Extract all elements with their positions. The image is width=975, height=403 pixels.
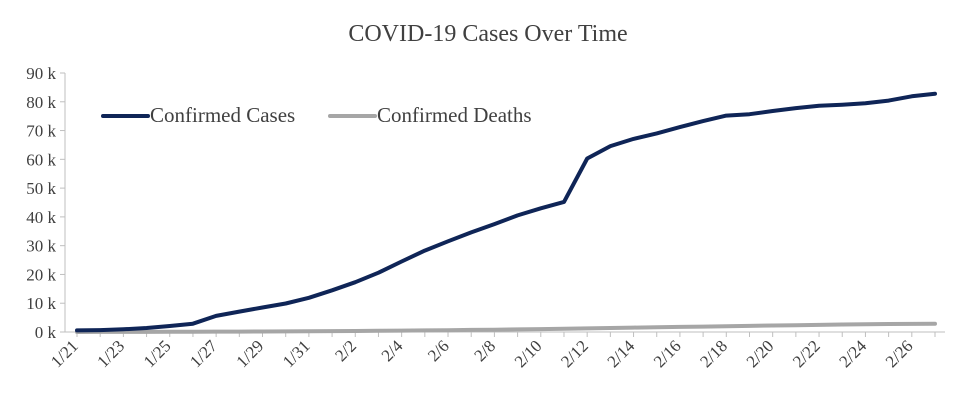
y-tick-label: 70 k bbox=[26, 122, 56, 141]
legend-label-confirmed-deaths: Confirmed Deaths bbox=[377, 103, 532, 127]
y-tick-label: 10 k bbox=[26, 294, 56, 313]
series-line-confirmed-deaths bbox=[75, 321, 937, 334]
y-tick-label: 20 k bbox=[26, 265, 56, 284]
x-tick-label: 2/4 bbox=[378, 336, 407, 365]
legend-label-confirmed-cases: Confirmed Cases bbox=[150, 103, 295, 127]
x-tick-label: 2/8 bbox=[470, 336, 499, 365]
x-tick-label: 2/6 bbox=[424, 336, 453, 365]
x-tick-label: 1/31 bbox=[279, 336, 314, 371]
x-tick-label: 2/22 bbox=[789, 336, 824, 371]
series-layer bbox=[75, 91, 937, 334]
y-tick-label: 40 k bbox=[26, 208, 56, 227]
x-tick-label: 2/16 bbox=[650, 336, 685, 371]
x-tick-label: 2/14 bbox=[604, 336, 639, 371]
y-tick-label: 30 k bbox=[26, 237, 56, 256]
x-tick-label: 2/24 bbox=[835, 336, 870, 371]
x-tick-label: 2/10 bbox=[511, 336, 546, 371]
x-tick-label: 2/12 bbox=[557, 336, 592, 371]
x-tick-label: 1/27 bbox=[186, 336, 221, 371]
y-tick-label: 90 k bbox=[26, 64, 56, 83]
x-axis: 1/21 1/23 1/25 1/27 1/29 1/31 2/2 2/4 2/6 2/8 2/10… bbox=[47, 331, 945, 371]
x-tick-label: 1/23 bbox=[93, 336, 128, 371]
chart-title: COVID-19 Cases Over Time bbox=[348, 21, 627, 47]
x-tick-label: 2/2 bbox=[331, 336, 360, 365]
x-tick-label: 1/25 bbox=[140, 336, 175, 371]
x-tick-label: 1/29 bbox=[233, 336, 268, 371]
x-tick-label: 2/26 bbox=[882, 336, 917, 371]
legend: Confirmed Cases Confirmed Deaths bbox=[101, 103, 532, 127]
y-tick-label: 50 k bbox=[26, 179, 56, 198]
y-axis: 0 k 10 k 20 k 30 k 40 k 50 k 60 k 70 k 80 k 90 k bbox=[26, 64, 66, 342]
y-tick-label: 80 k bbox=[26, 93, 56, 112]
x-tick-label: 2/18 bbox=[696, 336, 731, 371]
x-tick-label: 2/20 bbox=[743, 336, 778, 371]
y-tick-label: 60 k bbox=[26, 150, 56, 169]
y-tick-label: 0 k bbox=[35, 323, 57, 342]
series-line-confirmed-cases bbox=[75, 91, 937, 333]
